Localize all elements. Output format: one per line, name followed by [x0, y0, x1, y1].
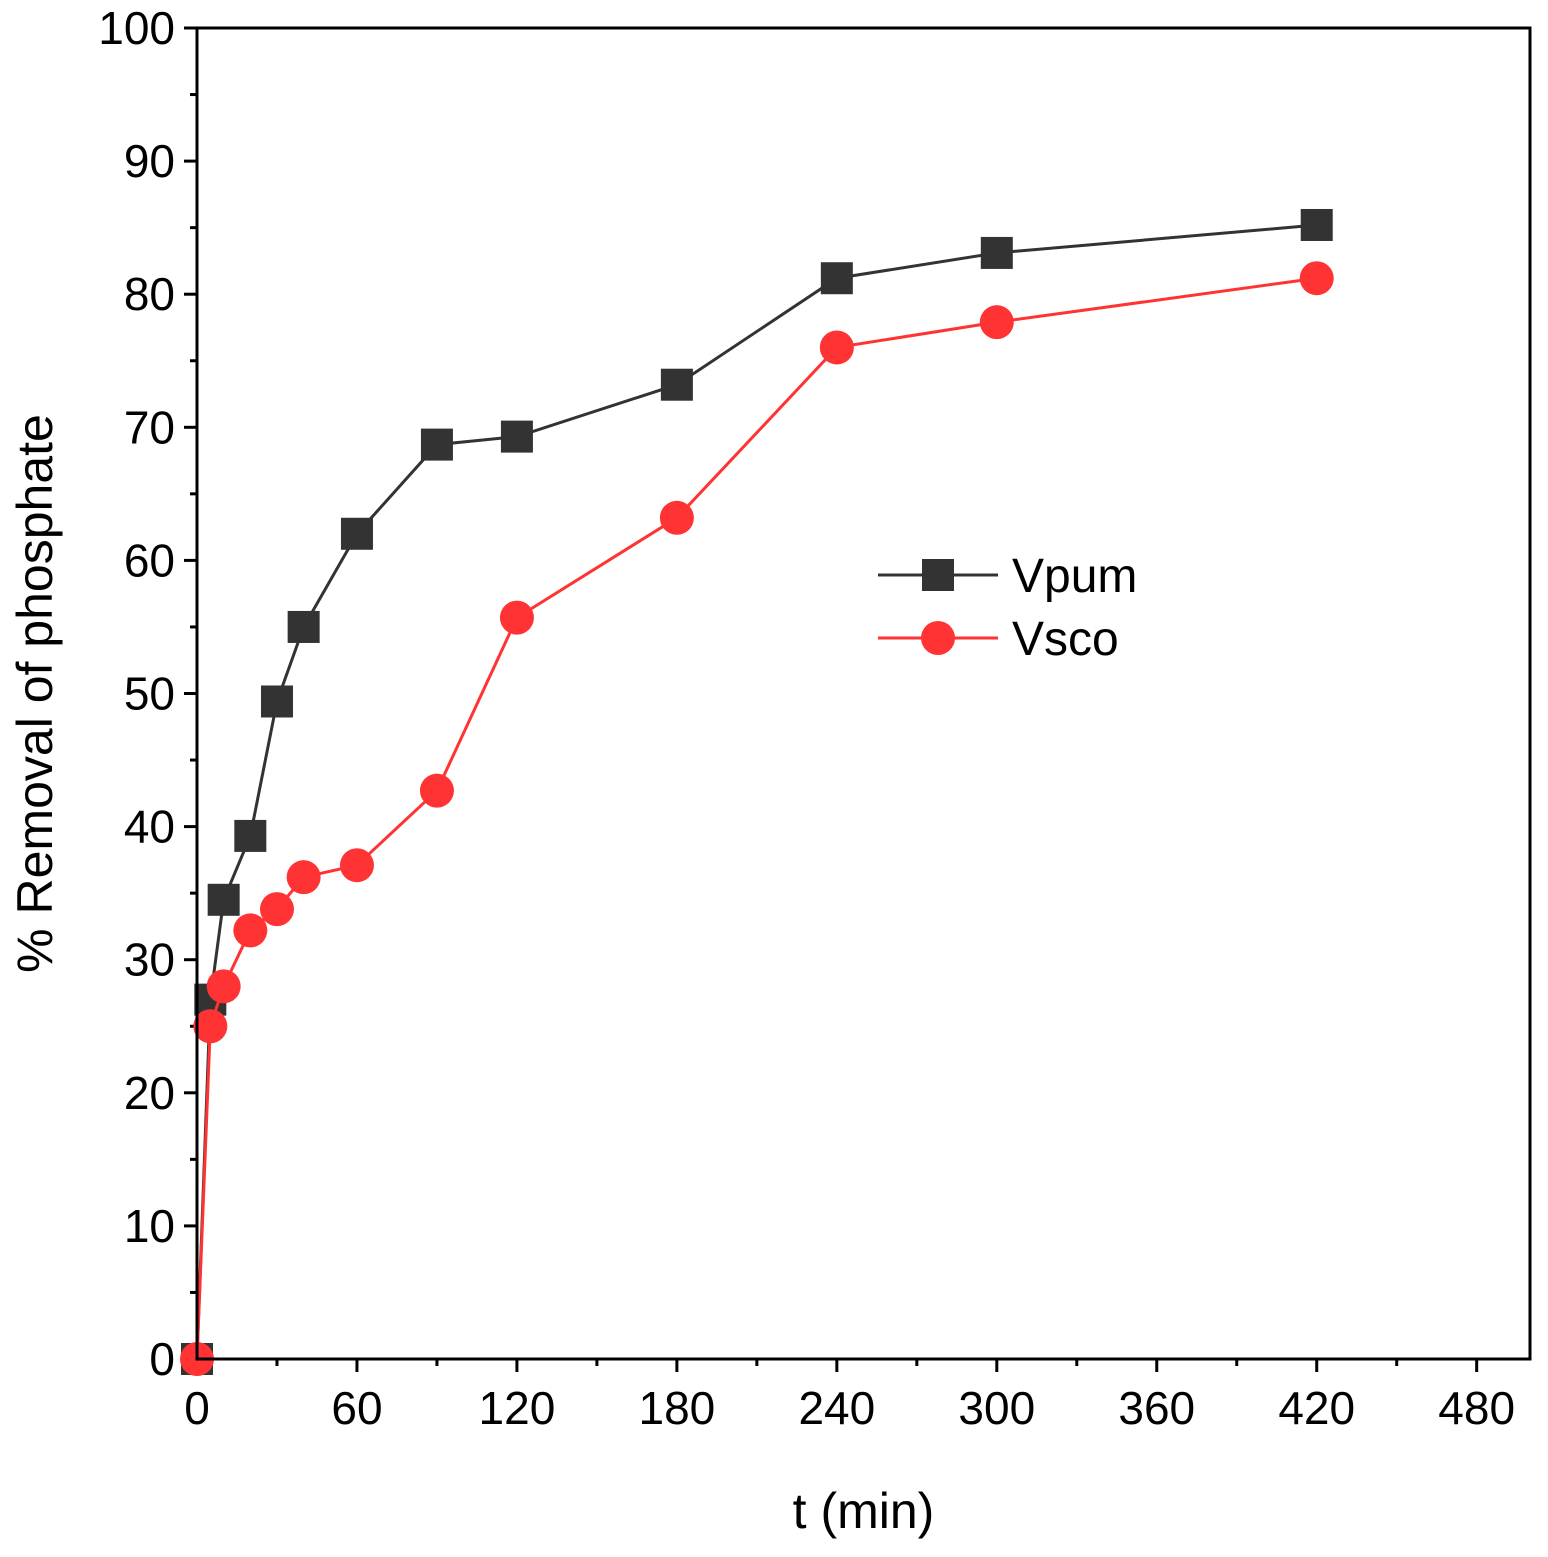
data-point-vsco: [233, 913, 268, 948]
x-tick-label: 0: [184, 1382, 210, 1434]
x-tick-label: 240: [798, 1382, 875, 1434]
y-tick-label: 60: [124, 534, 175, 586]
x-tick-label: 360: [1118, 1382, 1195, 1434]
legend-item-vsco: Vsco: [878, 613, 1119, 666]
data-point-vsco: [419, 773, 454, 808]
data-point-vsco: [259, 892, 294, 927]
data-point-vpum: [660, 368, 693, 401]
data-point-vpum: [340, 517, 373, 550]
data-point-vpum: [1300, 208, 1333, 241]
x-tick-label: 60: [331, 1382, 382, 1434]
legend-item-vpum: Vpum: [878, 550, 1137, 603]
data-point-vpum: [260, 685, 293, 718]
y-tick-label: 40: [124, 801, 175, 853]
y-tick-label: 90: [124, 135, 175, 187]
y-tick-label: 100: [98, 2, 175, 54]
legend-label-vsco: Vsco: [1012, 613, 1119, 666]
x-tick-label: 300: [958, 1382, 1035, 1434]
data-point-vsco: [659, 500, 694, 535]
x-tick-label: 120: [479, 1382, 556, 1434]
x-axis-ticks: 0 60 120 180 240 300 360 420 480: [184, 1359, 1515, 1434]
y-tick-label: 50: [124, 668, 175, 720]
data-point-vsco: [193, 1009, 228, 1044]
y-tick-label: 70: [124, 401, 175, 453]
data-point-vsco: [339, 848, 374, 883]
x-tick-label: 420: [1278, 1382, 1355, 1434]
data-point-vpum: [500, 420, 533, 453]
y-axis-ticks: 0 10 20 30 40 50 60 70 80 90 100: [98, 2, 197, 1385]
x-axis-title: t (min): [793, 1483, 935, 1539]
data-point-vsco: [1299, 261, 1334, 296]
y-tick-label: 20: [124, 1067, 175, 1119]
data-point-vsco: [979, 305, 1014, 340]
data-point-vpum: [207, 883, 240, 916]
legend-label-vpum: Vpum: [1012, 550, 1137, 603]
legend-marker-vsco: [921, 621, 955, 655]
data-point-vsco: [286, 860, 321, 895]
data-point-vsco: [819, 330, 854, 365]
data-point-vpum: [980, 236, 1013, 269]
y-tick-label: 0: [149, 1333, 175, 1385]
data-point-vsco: [499, 600, 534, 635]
data-point-vpum: [234, 819, 267, 852]
data-point-vpum: [820, 262, 853, 295]
x-tick-label: 180: [639, 1382, 716, 1434]
plot-frame: [195, 26, 1532, 1361]
y-tick-label: 80: [124, 268, 175, 320]
x-tick-label: 480: [1438, 1382, 1515, 1434]
y-tick-label: 30: [124, 934, 175, 986]
legend-marker-vpum: [922, 559, 954, 591]
y-axis-title: % Removal of phosphate: [7, 414, 63, 973]
data-point-vpum: [287, 610, 320, 643]
y-tick-label: 10: [124, 1200, 175, 1252]
data-point-vpum: [420, 428, 453, 461]
data-point-vsco: [206, 969, 241, 1004]
legend: Vpum Vsco: [878, 550, 1137, 666]
